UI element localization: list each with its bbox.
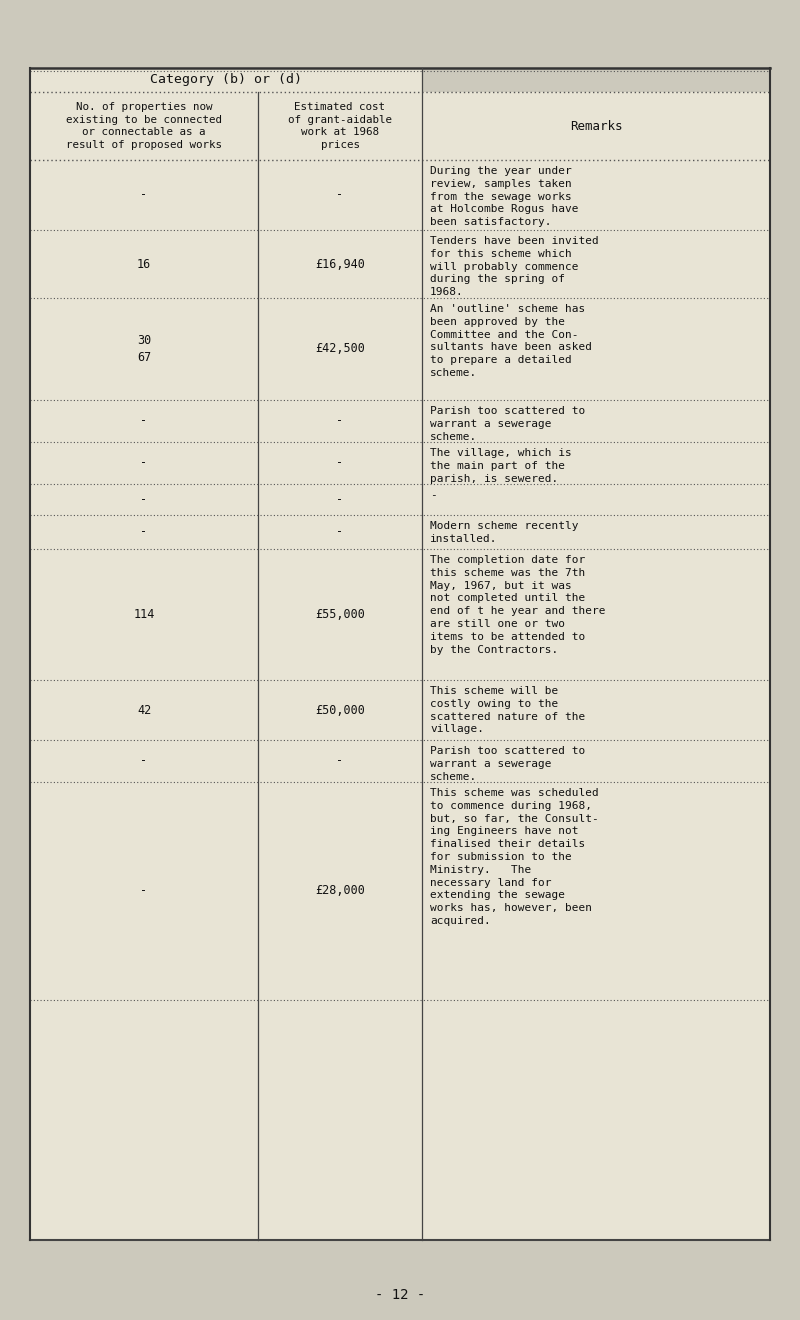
Bar bbox=[30, 484, 770, 515]
Text: This scheme will be
costly owing to the
scattered nature of the
village.: This scheme will be costly owing to the … bbox=[430, 686, 586, 734]
Bar bbox=[30, 400, 770, 442]
Text: Parish too scattered to
warrant a sewerage
scheme.: Parish too scattered to warrant a sewera… bbox=[430, 407, 586, 442]
Text: -: - bbox=[337, 525, 343, 539]
Bar bbox=[30, 92, 770, 160]
Text: -: - bbox=[337, 457, 343, 470]
Text: £28,000: £28,000 bbox=[315, 884, 365, 898]
Text: £55,000: £55,000 bbox=[315, 609, 365, 620]
Text: - 12 -: - 12 - bbox=[375, 1288, 425, 1302]
Text: £16,940: £16,940 bbox=[315, 257, 365, 271]
Text: -: - bbox=[141, 755, 147, 767]
Text: No. of properties now
existing to be connected
or connectable as a
result of pro: No. of properties now existing to be con… bbox=[66, 102, 222, 150]
Bar bbox=[30, 549, 770, 680]
Text: 16: 16 bbox=[137, 257, 151, 271]
Text: Remarks: Remarks bbox=[570, 120, 622, 132]
Text: -: - bbox=[141, 414, 147, 428]
Text: An 'outline' scheme has
been approved by the
Committee and the Con-
sultants hav: An 'outline' scheme has been approved by… bbox=[430, 304, 592, 378]
Text: 42: 42 bbox=[137, 704, 151, 717]
Text: This scheme was scheduled
to commence during 1968,
but, so far, the Consult-
ing: This scheme was scheduled to commence du… bbox=[430, 788, 598, 927]
Text: -: - bbox=[337, 189, 343, 202]
Bar bbox=[30, 515, 770, 549]
Bar bbox=[30, 781, 770, 1001]
Bar bbox=[30, 298, 770, 400]
Text: Modern scheme recently
installed.: Modern scheme recently installed. bbox=[430, 521, 578, 544]
Text: £42,500: £42,500 bbox=[315, 342, 365, 355]
Text: -: - bbox=[337, 755, 343, 767]
Text: Parish too scattered to
warrant a sewerage
scheme.: Parish too scattered to warrant a sewera… bbox=[430, 746, 586, 781]
Bar bbox=[30, 69, 770, 1239]
Text: Estimated cost
of grant-aidable
work at 1968
prices: Estimated cost of grant-aidable work at … bbox=[288, 102, 392, 150]
Text: -: - bbox=[337, 492, 343, 506]
Text: -: - bbox=[337, 414, 343, 428]
Text: Tenders have been invited
for this scheme which
will probably commence
during th: Tenders have been invited for this schem… bbox=[430, 236, 598, 297]
Text: Category (b) or (d): Category (b) or (d) bbox=[150, 74, 302, 87]
Text: The completion date for
this scheme was the 7th
May, 1967, but it was
not comple: The completion date for this scheme was … bbox=[430, 554, 606, 655]
Text: -: - bbox=[141, 189, 147, 202]
Text: 114: 114 bbox=[134, 609, 154, 620]
Text: 30
67: 30 67 bbox=[137, 334, 151, 364]
Text: £50,000: £50,000 bbox=[315, 704, 365, 717]
Bar bbox=[0, 0, 800, 69]
Text: -: - bbox=[430, 490, 437, 500]
Bar bbox=[30, 680, 770, 741]
Bar bbox=[30, 442, 770, 484]
Bar bbox=[30, 230, 770, 298]
Text: During the year under
review, samples taken
from the sewage works
at Holcombe Ro: During the year under review, samples ta… bbox=[430, 166, 578, 227]
Text: -: - bbox=[141, 457, 147, 470]
Bar bbox=[422, 69, 770, 92]
Bar bbox=[0, 1239, 800, 1320]
Bar bbox=[30, 741, 770, 781]
Bar bbox=[0, 69, 30, 1239]
Text: -: - bbox=[141, 884, 147, 898]
Bar bbox=[30, 160, 770, 230]
Bar bbox=[770, 69, 800, 1239]
Bar bbox=[30, 69, 422, 92]
Text: -: - bbox=[141, 492, 147, 506]
Text: The village, which is
the main part of the
parish, is sewered.: The village, which is the main part of t… bbox=[430, 447, 572, 483]
Text: -: - bbox=[141, 525, 147, 539]
